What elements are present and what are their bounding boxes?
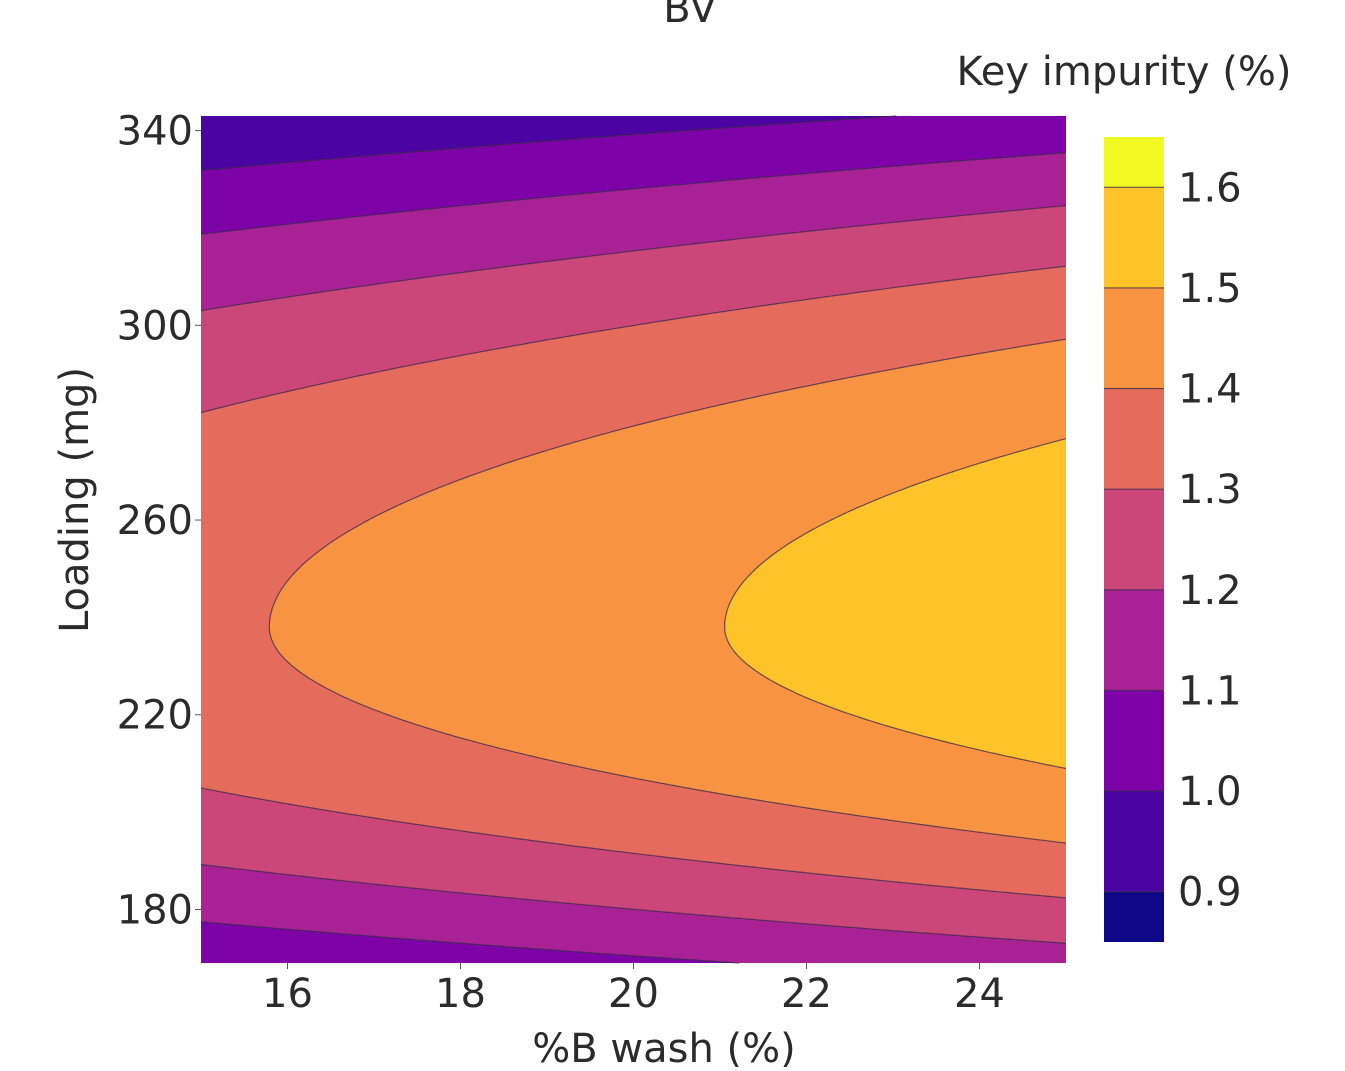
contour-line [268,338,1067,844]
colorbar-tick-label: 1.1 [1178,668,1242,714]
colorbar-band [1104,287,1164,389]
colorbar-band [1104,891,1164,942]
y-tick-label: 180 [117,887,193,933]
colorbar-tick-label: 1.0 [1178,769,1242,815]
colorbar-band [1104,589,1164,691]
y-tick-label: 300 [117,303,193,349]
y-axis-label: Loading (mg) [52,367,98,633]
y-tick-label: 340 [117,109,193,155]
x-axis-label: %B wash (%) [532,1026,796,1067]
colorbar-tick-label: 1.5 [1178,266,1242,312]
y-tick-label: 220 [117,693,193,739]
contour-line [200,115,897,172]
colorbar-tick-label: 0.9 [1178,870,1242,916]
contour-line [200,205,1067,944]
x-tick-label: 18 [435,971,486,1017]
y-tick-label: 260 [117,498,193,544]
colorbar-band [1104,489,1164,590]
x-tick-label: 22 [781,971,832,1017]
chart-title: BV [663,0,717,32]
colorbar-tick-label: 1.6 [1178,165,1242,211]
contour-line [200,265,1067,899]
x-axis: 16 18 20 22 24 [262,963,1005,1017]
contour-lines [200,115,1067,964]
colorbar: 0.9 1.0 1.1 1.2 1.3 1.4 1.5 1.6 [1104,137,1242,942]
x-tick-label: 16 [262,971,313,1017]
plot-area [200,115,1067,964]
y-axis: 180 220 260 300 340 [117,109,201,933]
x-tick-label: 24 [954,971,1005,1017]
colorbar-band [1104,137,1164,188]
colorbar-band [1104,388,1164,490]
colorbar-band [1104,690,1164,792]
colorbar-tick-label: 1.3 [1178,467,1242,513]
contour-fill [201,116,1066,963]
colorbar-band [1104,791,1164,892]
colorbar-tick-label: 1.4 [1178,367,1242,413]
contour-line [200,152,1067,964]
colorbar-band [1104,187,1164,288]
x-tick-label: 20 [608,971,659,1017]
contour-line [724,438,1067,770]
colorbar-label: Key impurity (%) [957,49,1292,95]
colorbar-tick-label: 1.2 [1178,568,1242,614]
